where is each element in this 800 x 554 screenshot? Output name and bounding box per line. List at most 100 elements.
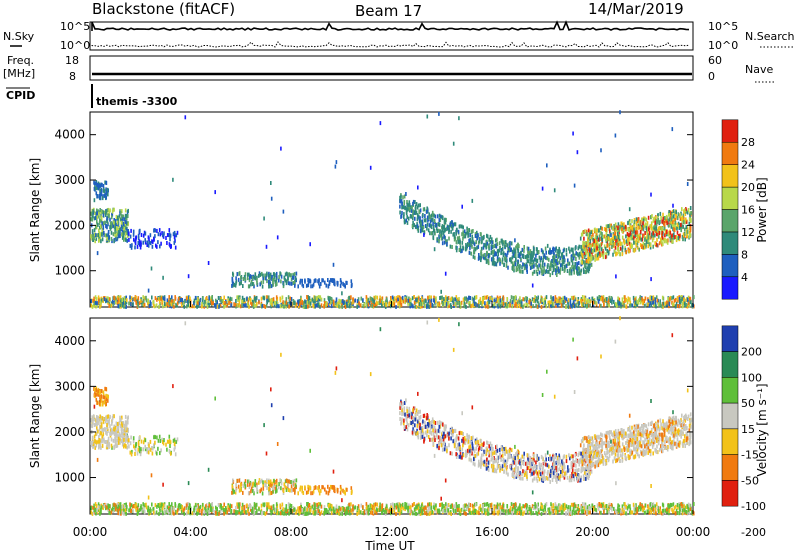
echo-cell: [468, 301, 470, 306]
echo-cell: [508, 242, 511, 247]
echo-cell: [657, 302, 660, 307]
echo-cell: [301, 282, 303, 287]
echo-cell: [618, 225, 620, 230]
echo-cell: [580, 268, 582, 273]
echo-cell: [558, 253, 560, 258]
echo-cell: [486, 250, 488, 255]
echo-cell: [574, 246, 577, 251]
echo-cell: [111, 215, 113, 220]
echo-cell: [564, 471, 567, 476]
echo-cell: [440, 440, 443, 445]
echo-cell: [462, 297, 465, 302]
echo-cell: [591, 229, 594, 234]
echo-cell: [557, 467, 559, 472]
echo-cell: [491, 240, 493, 245]
echo-cell: [412, 209, 414, 214]
echo-cell: [109, 225, 111, 230]
echo-cell: [98, 221, 101, 226]
echo-cell: [538, 462, 541, 467]
echo-cell: [119, 209, 121, 214]
echo-cell: [630, 303, 632, 308]
echo-cell: [498, 241, 501, 246]
echo-cell: [448, 443, 450, 448]
echo-cell: [516, 450, 518, 455]
echo-cell: [365, 298, 368, 303]
echo-cell: [438, 301, 440, 306]
echo-cell: [467, 228, 470, 233]
echo-cell: [462, 225, 464, 230]
echo-cell: [414, 207, 417, 212]
echo-cell: [538, 477, 541, 482]
echo-cell: [368, 300, 371, 305]
echo-cell: [453, 441, 456, 446]
echo-cell: [511, 266, 514, 271]
echo-cell: [435, 299, 437, 304]
echo-cell: [558, 250, 560, 255]
echo-cell: [494, 251, 497, 256]
echo-cell: [100, 188, 103, 193]
echo-cell: [499, 452, 501, 457]
echo-cell: [96, 301, 98, 306]
echo-cell: [421, 434, 424, 439]
echo-cell: [557, 303, 559, 307]
echo-cell: [97, 209, 99, 214]
echo-cell: [558, 460, 560, 465]
echo-cell: [507, 303, 510, 308]
echo-cell: [503, 447, 505, 451]
echo-cell: [93, 301, 96, 306]
echo-cell: [125, 230, 127, 235]
echo-cell: [604, 255, 607, 260]
echo-cell: [428, 304, 431, 309]
echo-cell: [493, 469, 496, 474]
echo-cell: [403, 194, 406, 199]
echo-cell: [563, 300, 566, 305]
echo-cell: [589, 299, 592, 304]
echo-cell: [666, 221, 668, 226]
echo-cell: [461, 455, 463, 460]
echo-cell: [617, 299, 619, 304]
echo-cell: [262, 276, 264, 281]
echo-cell: [185, 296, 188, 301]
echo-cell: [608, 237, 611, 242]
echo-cell: [640, 237, 643, 242]
echo-cell: [165, 236, 167, 240]
echo-cell: [455, 231, 457, 236]
echo-cell: [422, 207, 425, 212]
echo-cell: [617, 226, 619, 231]
echo-cell: [412, 427, 414, 432]
echo-cell: [338, 304, 340, 309]
echo-cell: [667, 296, 669, 301]
echo-cell: [230, 297, 233, 302]
echo-cell: [480, 232, 482, 237]
echo-cell: [426, 304, 428, 309]
echo-cell: [477, 451, 480, 456]
colorbar-segment: [721, 186, 739, 210]
echo-cell: [160, 241, 162, 246]
echo-cell: [545, 304, 547, 309]
echo-cell: [531, 283, 534, 288]
echo-cell: [535, 460, 537, 465]
echo-cell: [621, 241, 623, 246]
echo-cell: [676, 230, 679, 235]
echo-cell: [529, 257, 532, 262]
echo-cell: [187, 302, 189, 307]
echo-cell: [436, 443, 438, 448]
echo-cell: [517, 254, 520, 258]
echo-cell: [108, 303, 110, 308]
echo-cell: [270, 196, 273, 201]
echo-cell: [249, 300, 252, 305]
echo-cell: [172, 232, 175, 237]
echo-cell: [492, 250, 494, 254]
echo-cell: [528, 457, 530, 462]
echo-cell: [543, 469, 546, 474]
echo-cell: [381, 303, 383, 308]
echo-cell: [154, 228, 156, 233]
echo-cell: [639, 295, 642, 300]
echo-cell: [435, 223, 438, 227]
echo-cell: [105, 213, 107, 217]
echo-cell: [587, 240, 589, 245]
echo-cell: [497, 296, 500, 301]
echo-cell: [223, 304, 225, 309]
echo-cell: [487, 296, 490, 301]
